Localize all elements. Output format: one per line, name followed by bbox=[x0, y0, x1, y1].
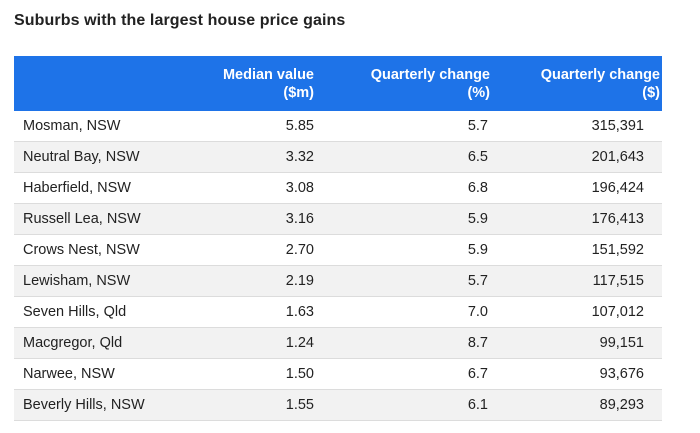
table-row: Lewisham, NSW 2.19 5.7 117,515 bbox=[14, 266, 662, 297]
quarterly-change-pct-cell: 7.0 bbox=[467, 304, 488, 320]
quarterly-change-pct-cell: 6.7 bbox=[467, 366, 488, 382]
chart-title: Suburbs with the largest house price gai… bbox=[14, 12, 346, 29]
table-body: Mosman, NSW 5.85 5.7 315,391 Neutral Bay, NS… bbox=[14, 111, 662, 421]
header-quarterly-change-dollars: Quarterly change ($) bbox=[540, 66, 660, 101]
quarterly-change-pct-cell: 5.9 bbox=[467, 242, 488, 258]
quarterly-change-pct-cell: 6.8 bbox=[467, 180, 488, 196]
quarterly-change-dollars-cell: 201,643 bbox=[591, 149, 644, 165]
quarterly-change-dollars-cell: 151,592 bbox=[591, 242, 644, 258]
table-row: Crows Nest, NSW 2.70 5.9 151,592 bbox=[14, 235, 662, 266]
quarterly-change-dollars-cell: 93,676 bbox=[599, 366, 644, 382]
median-value-cell: 2.70 bbox=[285, 242, 314, 258]
header-suburb bbox=[14, 56, 214, 111]
table-row: Narwee, NSW 1.50 6.7 93,676 bbox=[14, 359, 662, 390]
median-value-cell: 2.19 bbox=[285, 273, 314, 289]
suburb-cell: Crows Nest, NSW bbox=[23, 242, 140, 258]
suburb-cell: Mosman, NSW bbox=[23, 118, 121, 134]
median-value-cell: 1.24 bbox=[285, 335, 314, 351]
suburb-cell: Russell Lea, NSW bbox=[23, 211, 141, 227]
table-header: Median value ($m) Quarterly change (%) Q… bbox=[14, 56, 662, 111]
header-median-value: Median value ($m) bbox=[222, 66, 314, 101]
table-row: Mosman, NSW 5.85 5.7 315,391 bbox=[14, 111, 662, 142]
quarterly-change-dollars-cell: 117,515 bbox=[592, 273, 644, 289]
suburb-cell: Macgregor, Qld bbox=[23, 335, 123, 351]
table-row: Russell Lea, NSW 3.16 5.9 176,413 bbox=[14, 204, 662, 235]
median-value-cell: 1.63 bbox=[285, 304, 314, 320]
table-row: Macgregor, Qld 1.24 8.7 99,151 bbox=[14, 328, 662, 359]
quarterly-change-pct-cell: 8.7 bbox=[467, 335, 488, 351]
table-row: Beverly Hills, NSW 1.55 6.1 89,293 bbox=[14, 390, 662, 421]
header-quarterly-change-pct: Quarterly change (%) bbox=[370, 66, 490, 101]
quarterly-change-pct-cell: 5.7 bbox=[467, 273, 488, 289]
median-value-cell: 3.08 bbox=[285, 180, 314, 196]
median-value-cell: 5.85 bbox=[285, 118, 314, 134]
quarterly-change-dollars-cell: 315,391 bbox=[591, 118, 644, 134]
median-value-cell: 1.55 bbox=[285, 397, 314, 413]
quarterly-change-dollars-cell: 196,424 bbox=[591, 180, 644, 196]
suburb-cell: Beverly Hills, NSW bbox=[23, 397, 145, 413]
quarterly-change-pct-cell: 6.5 bbox=[467, 149, 488, 165]
median-value-cell: 3.32 bbox=[285, 149, 314, 165]
quarterly-change-pct-cell: 5.7 bbox=[467, 118, 488, 134]
quarterly-change-pct-cell: 5.9 bbox=[467, 211, 488, 227]
table-row: Seven Hills, Qld 1.63 7.0 107,012 bbox=[14, 297, 662, 328]
suburb-cell: Narwee, NSW bbox=[23, 366, 115, 382]
quarterly-change-dollars-cell: 176,413 bbox=[591, 211, 644, 227]
table-row: Haberfield, NSW 3.08 6.8 196,424 bbox=[14, 173, 662, 204]
quarterly-change-dollars-cell: 107,012 bbox=[591, 304, 644, 320]
suburb-cell: Seven Hills, Qld bbox=[23, 304, 127, 320]
suburb-cell: Lewisham, NSW bbox=[23, 273, 131, 289]
quarterly-change-pct-cell: 6.1 bbox=[467, 397, 488, 413]
table-row: Neutral Bay, NSW 3.32 6.5 201,643 bbox=[14, 142, 662, 173]
suburb-cell: Haberfield, NSW bbox=[23, 180, 131, 196]
quarterly-change-dollars-cell: 89,293 bbox=[599, 397, 644, 413]
median-value-cell: 1.50 bbox=[285, 366, 314, 382]
suburb-cell: Neutral Bay, NSW bbox=[23, 149, 140, 165]
price-gains-table: Median value ($m) Quarterly change (%) Q… bbox=[14, 56, 662, 421]
quarterly-change-dollars-cell: 99,151 bbox=[599, 335, 644, 351]
median-value-cell: 3.16 bbox=[285, 211, 314, 227]
